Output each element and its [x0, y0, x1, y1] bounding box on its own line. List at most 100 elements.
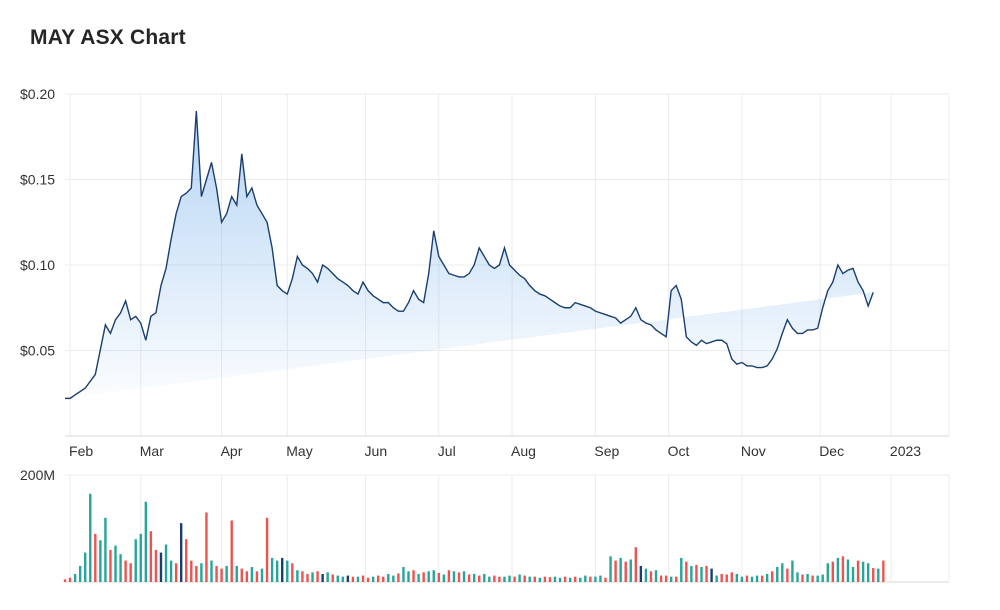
volume-bar [624, 561, 627, 582]
volume-grid [65, 474, 950, 583]
volume-bar [407, 571, 410, 582]
volume-bar [735, 573, 739, 583]
volume-bar [346, 575, 350, 582]
volume-bar [866, 563, 870, 582]
volume-bar [190, 560, 193, 582]
price-x-tick-label: Sep [594, 443, 619, 459]
price-x-tick-label: Nov [741, 443, 766, 459]
volume-bar [755, 575, 759, 582]
volume-bar [806, 573, 809, 583]
volume-bar [675, 576, 678, 582]
volume-bar [311, 572, 314, 582]
price-x-tick-label: Dec [819, 443, 844, 459]
price-y-tick-label: $0.20 [20, 86, 55, 102]
volume-bar [715, 575, 718, 582]
volume-bar [124, 560, 127, 582]
volume-bar [417, 573, 420, 583]
volume-bar [750, 576, 754, 582]
volume-bar [826, 563, 829, 582]
volume-bar [235, 565, 238, 582]
volume-bar [129, 563, 132, 582]
volume-bar [543, 576, 547, 582]
price-x-axis: Feb Mar Apr May Jun Jul Aug Sep Oct Nov Dec 2023 [69, 443, 921, 459]
volume-bar [376, 575, 380, 582]
volume-bar [548, 577, 552, 582]
volume-bar [563, 576, 567, 582]
volume-bar [649, 571, 653, 582]
volume-bar [84, 552, 87, 583]
price-y-tick-label: $0.15 [20, 172, 55, 188]
volume-bar [351, 576, 355, 582]
volume-bar [634, 547, 638, 582]
volume-bar [245, 571, 249, 582]
volume-bar [518, 574, 521, 582]
volume-bar [568, 577, 572, 582]
price-x-tick-label: Jun [365, 443, 388, 459]
volume-bar [781, 563, 784, 582]
volume-bar [281, 557, 284, 582]
volume-bar [230, 520, 233, 582]
volume-bar [695, 564, 698, 582]
volume-bar [872, 568, 875, 582]
volume-bar [498, 576, 501, 582]
volume-bar [639, 565, 643, 582]
volume-bar [669, 576, 673, 582]
volume-bar [240, 568, 243, 583]
volume-bar [654, 570, 658, 582]
volume-bar [68, 577, 72, 582]
volume-bar [361, 575, 365, 582]
volume-bar [114, 545, 117, 582]
volume-bar [437, 572, 441, 582]
volume-bar [765, 573, 769, 583]
volume-bar [685, 561, 688, 582]
volume-bar [356, 576, 360, 582]
volume-bar [821, 574, 824, 582]
volume-bar [336, 575, 339, 582]
volume-bars [63, 493, 885, 583]
volume-bar [104, 517, 107, 582]
volume-bar [740, 576, 744, 582]
volume-bar [326, 572, 329, 582]
volume-bar [301, 571, 304, 582]
volume-bar [139, 533, 142, 582]
volume-y-axis: 200M [20, 467, 55, 483]
volume-bar [250, 567, 254, 582]
volume-bar [275, 560, 279, 582]
volume-bar [205, 512, 208, 582]
volume-bar [422, 572, 425, 582]
volume-bar [609, 556, 612, 582]
volume-bar [462, 571, 466, 582]
price-x-tick-label: Jul [438, 443, 456, 459]
volume-bar [730, 572, 733, 582]
volume-bar [877, 568, 880, 583]
price-x-tick-label: May [286, 443, 312, 459]
volume-bar [725, 574, 728, 582]
volume-bar [513, 576, 516, 582]
volume-bar [149, 531, 153, 582]
volume-bar [169, 560, 173, 582]
volume-bar [412, 570, 415, 582]
volume-bar [836, 557, 840, 582]
volume-bar [816, 575, 819, 582]
volume-bar [700, 567, 703, 582]
volume-bar [659, 575, 663, 582]
volume-bar [508, 575, 511, 582]
volume-bar [316, 571, 319, 582]
volume-bar [387, 573, 390, 583]
volume-bar [680, 557, 683, 582]
volume-bar [745, 575, 749, 582]
volume-bar [73, 573, 77, 583]
volume-bar [144, 501, 148, 582]
volume-bar [664, 575, 668, 582]
volume-bar [801, 574, 804, 582]
volume-bar [291, 563, 294, 582]
price-x-tick-label: Aug [511, 443, 536, 459]
volume-bar [493, 575, 496, 582]
volume-bar [296, 570, 299, 582]
volume-bar [457, 572, 461, 582]
volume-bar [690, 565, 693, 582]
volume-bar [371, 576, 375, 582]
price-x-tick-label: Feb [69, 443, 93, 459]
volume-bar [195, 565, 198, 582]
